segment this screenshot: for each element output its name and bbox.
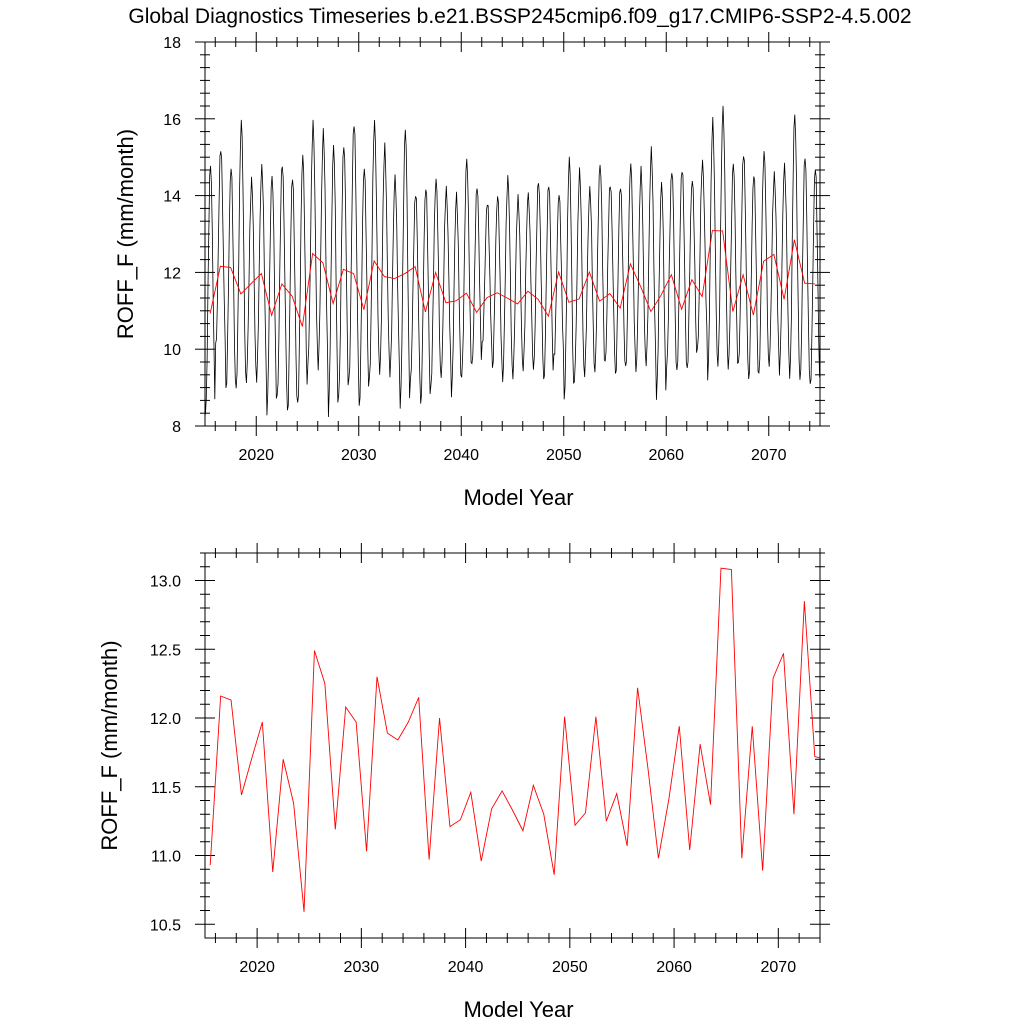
x-axis-title: Model Year xyxy=(463,485,573,510)
y-tick-label: 12.5 xyxy=(150,642,181,659)
x-tick-label: 2060 xyxy=(648,447,684,464)
y-tick-label: 11.5 xyxy=(151,780,181,797)
annual-series-line xyxy=(209,230,815,327)
x-tick-label: 2050 xyxy=(552,959,588,976)
x-axis-title: Model Year xyxy=(463,997,573,1022)
x-tick-label: 2070 xyxy=(761,959,797,976)
monthly-series-line xyxy=(205,105,820,418)
plot-frame xyxy=(204,552,821,939)
y-axis-title: ROFF_F (mm/month) xyxy=(97,640,122,850)
plot-area xyxy=(205,105,820,418)
y-tick-label: 14 xyxy=(163,189,181,206)
x-tick-label: 2030 xyxy=(344,959,380,976)
annual-series-line xyxy=(209,567,820,912)
x-tick-label: 2030 xyxy=(341,447,377,464)
y-tick-label: 12.0 xyxy=(150,711,181,728)
plot-area xyxy=(209,567,820,912)
x-tick-label: 2070 xyxy=(751,447,787,464)
x-tick-label: 2060 xyxy=(656,959,692,976)
figure-title: Global Diagnostics Timeseries b.e21.BSSP… xyxy=(128,5,911,28)
y-tick-label: 12 xyxy=(163,265,181,282)
y-tick-label: 8 xyxy=(172,419,181,436)
y-tick-label: 13.0 xyxy=(150,574,181,591)
y-tick-label: 11.0 xyxy=(151,849,181,866)
x-tick-label: 2050 xyxy=(546,447,582,464)
y-tick-label: 10 xyxy=(163,342,181,359)
y-tick-label: 18 xyxy=(163,35,181,52)
y-axis-title: ROFF_F (mm/month) xyxy=(113,129,138,339)
bottom-panel: 2020 2030 2040 2050 2060 2070 10.5 11.0 11.5 12.0… xyxy=(97,543,830,1022)
top-panel: 2020 2030 2040 2050 2060 2070 8 10 12 14 16 18 Model… xyxy=(113,32,830,510)
y-tick-label: 16 xyxy=(163,112,181,129)
y-tick-label: 10.5 xyxy=(150,917,181,934)
x-tick-label: 2020 xyxy=(239,959,275,976)
x-tick-label: 2040 xyxy=(448,959,484,976)
x-tick-label: 2040 xyxy=(443,447,479,464)
x-tick-label: 2020 xyxy=(238,447,274,464)
